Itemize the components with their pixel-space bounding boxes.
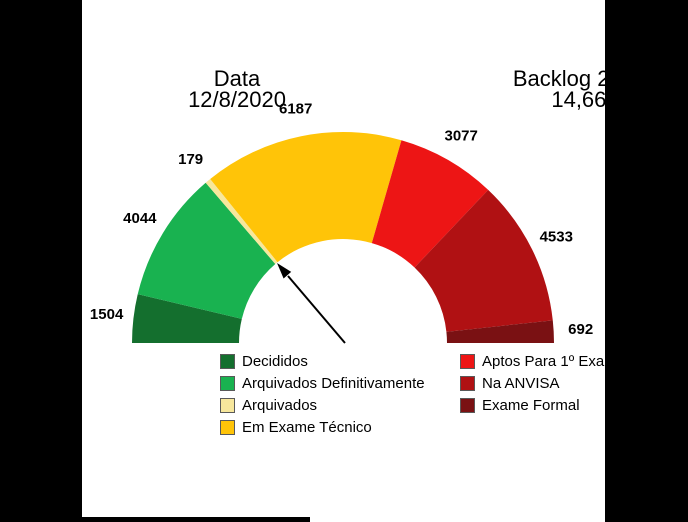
legend-swatch-arquivados bbox=[220, 397, 235, 413]
legend-label-na-anvisa: Na ANVISA bbox=[482, 374, 560, 392]
annotation-arrow-head bbox=[277, 263, 292, 279]
segment-na-anvisa bbox=[414, 189, 553, 332]
segment-exame-formal bbox=[446, 320, 554, 343]
date-title-line2: 12/8/2020 bbox=[188, 87, 286, 112]
legend-label-em-exame-tecnico: Em Exame Técnico bbox=[242, 418, 372, 436]
segment-value-em-exame-tecnico: 6187 bbox=[279, 101, 312, 118]
backlog-title-line2: 14,668 bbox=[551, 87, 619, 112]
annotation-arrow bbox=[277, 263, 346, 344]
legend-item-na-anvisa: Na ANVISA bbox=[460, 372, 625, 394]
segment-value-decididos: 1504 bbox=[90, 306, 124, 323]
legend-right-column: Aptos Para 1º Exame Na ANVISA Exame Formal bbox=[460, 350, 625, 416]
segment-arquivados-definitivamente bbox=[137, 182, 276, 319]
legend-label-exame-formal: Exame Formal bbox=[482, 396, 580, 414]
segment-arquivados bbox=[205, 179, 278, 265]
segment-aptos-para-1-exame bbox=[371, 140, 489, 268]
segment-value-arquivados: 179 bbox=[178, 151, 203, 168]
legend-swatch-aptos-para-1-exame bbox=[460, 353, 475, 369]
legend-item-decididos: Decididos bbox=[220, 350, 425, 372]
legend-item-arquivados-definitivamente: Arquivados Definitivamente bbox=[220, 372, 425, 394]
date-title-block: Data 12/8/2020 bbox=[137, 66, 337, 112]
legend-left-column: Decididos Arquivados Definitivamente Arqui… bbox=[220, 350, 425, 438]
legend-label-arquivados-definitivamente: Arquivados Definitivamente bbox=[242, 374, 425, 392]
legend-swatch-em-exame-tecnico bbox=[220, 419, 235, 435]
legend-item-em-exame-tecnico: Em Exame Técnico bbox=[220, 416, 425, 438]
legend-swatch-arquivados-definitivamente bbox=[220, 375, 235, 391]
legend-swatch-exame-formal bbox=[460, 397, 475, 413]
legend-swatch-na-anvisa bbox=[460, 375, 475, 391]
segment-value-exame-formal: 692 bbox=[568, 321, 593, 338]
backlog-title-block: Backlog 229-C 14,668 bbox=[485, 66, 685, 112]
segment-value-aptos-para-1-exame: 3077 bbox=[445, 127, 478, 144]
annotation-arrow-line bbox=[287, 275, 346, 344]
legend-item-arquivados: Arquivados bbox=[220, 394, 425, 416]
legend-label-arquivados: Arquivados bbox=[242, 396, 318, 414]
legend-swatch-decididos bbox=[220, 353, 235, 369]
legend-item-exame-formal: Exame Formal bbox=[460, 394, 625, 416]
legend-label-decididos: Decididos bbox=[242, 352, 308, 370]
legend-item-aptos-para-1-exame: Aptos Para 1º Exame bbox=[460, 350, 625, 372]
backlog-title-line1: Backlog 229-C bbox=[512, 66, 658, 91]
segment-value-na-anvisa: 4533 bbox=[540, 228, 573, 245]
letterbox-bottom-strip bbox=[0, 517, 310, 522]
legend-label-aptos-para-1-exame: Aptos Para 1º Exame bbox=[482, 352, 626, 370]
segment-value-labels: 1504 4044 179 6187 3077 4533 692 bbox=[90, 101, 593, 338]
segment-decididos bbox=[132, 294, 242, 343]
segment-em-exame-tecnico bbox=[210, 132, 402, 263]
date-title-line1: Data bbox=[213, 66, 261, 91]
segment-value-arquivados-definitivamente: 4044 bbox=[123, 210, 157, 227]
donut-segments bbox=[132, 132, 554, 343]
